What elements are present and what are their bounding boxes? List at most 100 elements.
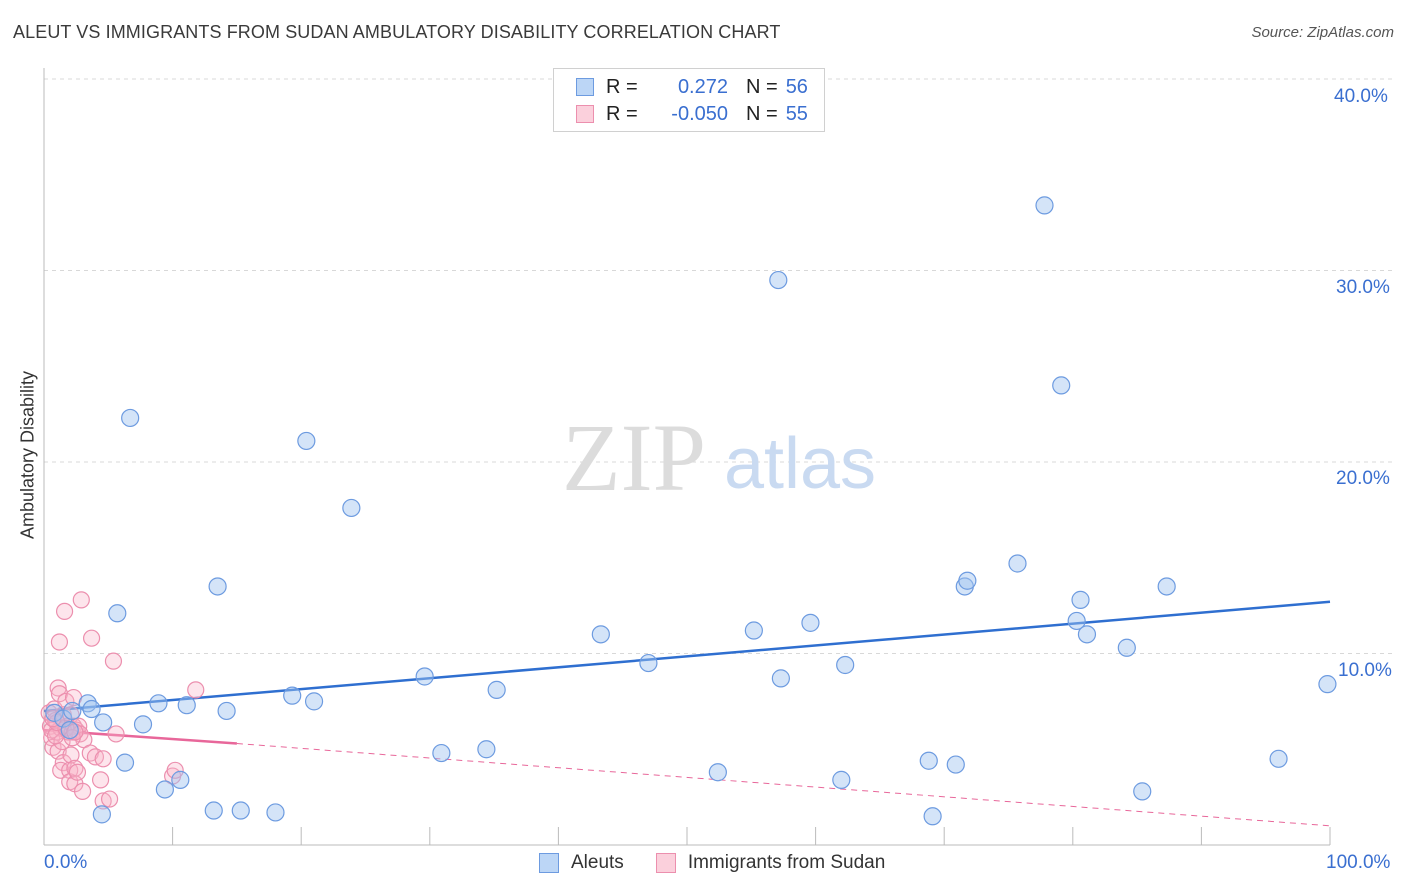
data-point-aleuts bbox=[92, 805, 111, 824]
data-point-aleuts bbox=[297, 431, 316, 451]
legend-n-value: 55 bbox=[785, 102, 808, 125]
data-point-aleuts bbox=[639, 653, 658, 673]
data-point-sudan bbox=[104, 652, 123, 670]
data-point-aleuts bbox=[45, 703, 64, 722]
watermark-atlas: atlas bbox=[724, 424, 876, 504]
data-point-aleuts bbox=[204, 801, 223, 820]
data-point-sudan bbox=[166, 761, 184, 779]
x-tick-min: 0.0% bbox=[44, 852, 88, 873]
data-point-sudan bbox=[107, 725, 125, 743]
data-point-aleuts bbox=[208, 577, 227, 596]
data-point-aleuts bbox=[769, 270, 788, 290]
watermark-zip: ZIP bbox=[562, 404, 706, 511]
data-point-aleuts bbox=[149, 694, 168, 713]
data-point-aleuts bbox=[836, 655, 855, 675]
data-point-aleuts bbox=[266, 803, 285, 822]
data-point-aleuts bbox=[304, 692, 324, 711]
data-point-sudan bbox=[50, 633, 69, 651]
data-point-aleuts bbox=[94, 713, 113, 732]
data-point-aleuts bbox=[432, 743, 451, 763]
legend-n-label: N = bbox=[746, 75, 778, 98]
data-point-sudan bbox=[68, 763, 87, 781]
data-point-aleuts bbox=[708, 763, 727, 782]
data-point-aleuts bbox=[1157, 577, 1176, 596]
series-legend: Aleuts Immigrants from Sudan bbox=[539, 852, 917, 874]
data-point-aleuts bbox=[771, 669, 790, 688]
correlation-legend: R = 0.272 N = 56 R = -0.050 N = 55 bbox=[553, 68, 825, 132]
legend-item-aleuts[interactable]: Aleuts bbox=[539, 852, 624, 874]
data-point-aleuts bbox=[1071, 590, 1090, 609]
data-point-aleuts bbox=[63, 701, 82, 721]
data-point-sudan bbox=[94, 792, 112, 810]
source-label: Source: ZipAtlas.com bbox=[1251, 24, 1394, 41]
data-point-aleuts bbox=[133, 715, 153, 734]
legend-row-aleuts: R = 0.272 N = 56 bbox=[576, 74, 808, 100]
y-axis-title: Ambulatory Disability bbox=[17, 370, 38, 540]
y-tick-40: 40.0% bbox=[1334, 86, 1388, 107]
y-tick-10: 10.0% bbox=[1338, 660, 1392, 681]
legend-n-label: N = bbox=[746, 102, 778, 125]
axes bbox=[43, 68, 1331, 846]
data-point-aleuts bbox=[591, 625, 610, 644]
data-point-aleuts bbox=[1008, 554, 1027, 573]
data-point-aleuts bbox=[801, 613, 820, 632]
data-point-sudan bbox=[72, 591, 90, 609]
data-point-sudan bbox=[62, 746, 80, 764]
trend-line-sudan-dashed bbox=[236, 743, 1331, 827]
x-tick-max: 100.0% bbox=[1326, 852, 1391, 873]
y-tick-20: 20.0% bbox=[1336, 468, 1390, 489]
data-point-aleuts bbox=[477, 740, 496, 759]
legend-swatch-aleuts bbox=[539, 853, 559, 873]
data-point-aleuts bbox=[60, 720, 79, 740]
series-aleuts-points bbox=[45, 196, 1337, 826]
data-point-aleuts bbox=[487, 680, 506, 699]
data-point-aleuts bbox=[1269, 749, 1288, 768]
series-sudan-points bbox=[40, 591, 205, 810]
legend-row-sudan: R = -0.050 N = 55 bbox=[576, 101, 808, 127]
legend-r-value: 0.272 bbox=[677, 75, 728, 98]
data-point-sudan bbox=[82, 629, 101, 647]
grid-lines bbox=[44, 78, 1392, 654]
legend-swatch-sudan bbox=[655, 853, 676, 873]
data-point-aleuts bbox=[108, 604, 127, 623]
data-point-aleuts bbox=[744, 621, 763, 640]
legend-label-sudan: Immigrants from Sudan bbox=[687, 852, 886, 873]
data-point-sudan bbox=[49, 679, 67, 697]
chart-title: ALEUT VS IMMIGRANTS FROM SUDAN AMBULATOR… bbox=[13, 22, 781, 42]
data-point-aleuts bbox=[342, 498, 361, 518]
legend-item-sudan[interactable]: Immigrants from Sudan bbox=[655, 852, 886, 874]
data-point-sudan bbox=[91, 771, 110, 789]
legend-n-value: 56 bbox=[785, 75, 808, 98]
data-point-aleuts bbox=[231, 801, 250, 820]
data-point-aleuts bbox=[1133, 782, 1152, 801]
data-point-aleuts bbox=[923, 807, 942, 826]
data-point-aleuts bbox=[1077, 625, 1097, 644]
legend-swatch-aleuts bbox=[576, 78, 594, 96]
data-point-sudan bbox=[73, 782, 92, 800]
data-point-aleuts bbox=[958, 571, 977, 590]
data-point-aleuts bbox=[155, 780, 174, 799]
data-point-sudan bbox=[100, 790, 119, 808]
y-tick-30: 30.0% bbox=[1336, 277, 1390, 298]
legend-swatch-sudan bbox=[576, 105, 594, 123]
data-point-aleuts bbox=[171, 770, 190, 789]
data-point-aleuts bbox=[82, 699, 101, 719]
data-point-aleuts bbox=[1067, 611, 1086, 631]
data-point-aleuts bbox=[217, 701, 236, 721]
legend-label-aleuts: Aleuts bbox=[571, 852, 624, 873]
data-point-aleuts bbox=[1035, 196, 1054, 215]
data-point-sudan bbox=[52, 761, 70, 779]
data-point-sudan bbox=[94, 750, 112, 768]
data-point-aleuts bbox=[1318, 675, 1337, 694]
data-point-aleuts bbox=[1052, 376, 1071, 395]
watermark: ZIP atlas bbox=[562, 404, 876, 511]
data-point-aleuts bbox=[283, 686, 302, 705]
legend-r-label: R = bbox=[606, 102, 638, 125]
legend-r-label: R = bbox=[606, 75, 638, 98]
data-point-sudan bbox=[55, 602, 74, 620]
data-point-aleuts bbox=[1117, 638, 1136, 657]
legend-r-value: -0.050 bbox=[671, 102, 728, 125]
data-point-aleuts bbox=[121, 408, 140, 428]
data-point-aleuts bbox=[177, 696, 196, 715]
